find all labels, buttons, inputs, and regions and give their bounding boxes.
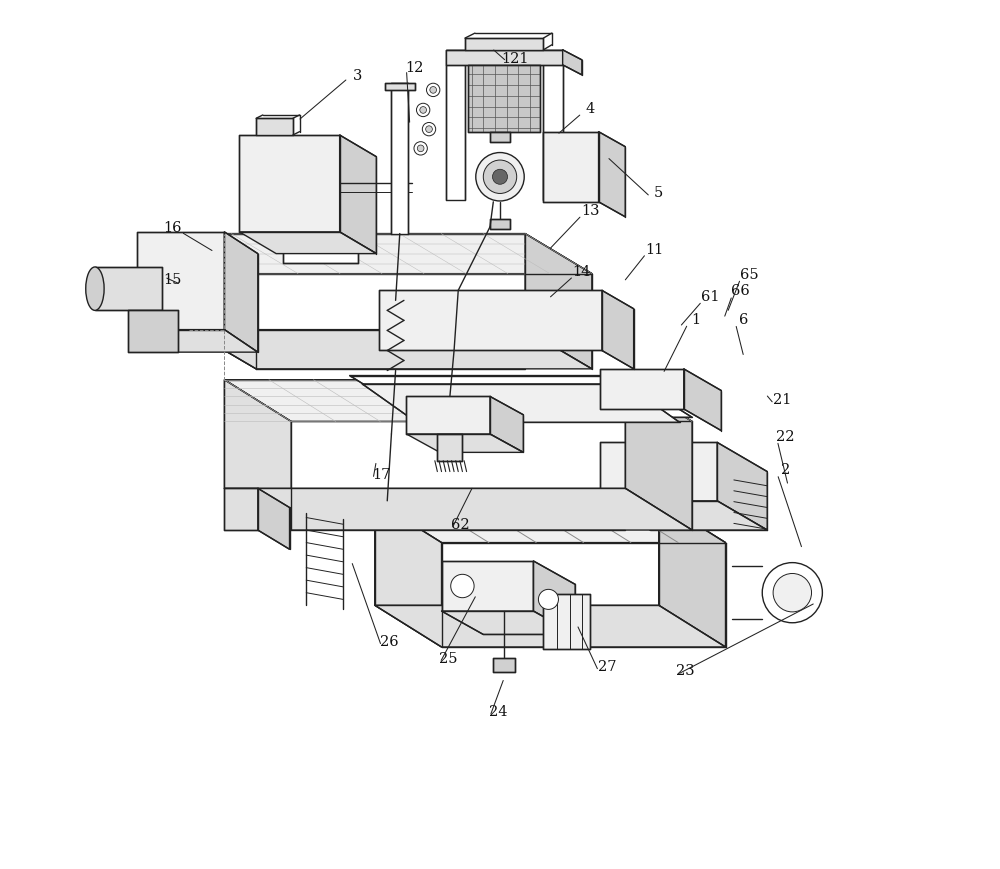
Polygon shape — [95, 268, 162, 311]
Polygon shape — [446, 50, 465, 201]
Polygon shape — [258, 488, 290, 549]
Text: 14: 14 — [573, 265, 591, 279]
Polygon shape — [239, 136, 340, 233]
Polygon shape — [563, 50, 582, 76]
Text: 22: 22 — [776, 429, 795, 443]
Ellipse shape — [773, 574, 812, 612]
Polygon shape — [256, 119, 293, 136]
Text: 3: 3 — [353, 69, 363, 83]
Polygon shape — [340, 136, 376, 255]
Text: 121: 121 — [501, 52, 529, 66]
Text: 26: 26 — [380, 634, 399, 648]
Polygon shape — [446, 50, 563, 66]
Polygon shape — [602, 291, 634, 369]
Text: 15: 15 — [163, 273, 182, 287]
Polygon shape — [465, 39, 543, 50]
Text: 24: 24 — [489, 705, 508, 719]
Polygon shape — [659, 501, 726, 647]
Polygon shape — [442, 612, 575, 634]
Polygon shape — [128, 311, 178, 353]
Polygon shape — [493, 658, 515, 673]
Polygon shape — [189, 330, 592, 369]
Polygon shape — [406, 434, 523, 453]
Polygon shape — [490, 132, 510, 143]
Text: 4: 4 — [586, 103, 595, 116]
Polygon shape — [224, 381, 291, 530]
Ellipse shape — [483, 161, 517, 195]
Polygon shape — [224, 488, 258, 530]
Polygon shape — [543, 132, 599, 202]
Circle shape — [417, 146, 424, 153]
Text: 16: 16 — [163, 221, 182, 235]
Polygon shape — [391, 84, 408, 235]
Circle shape — [451, 574, 474, 598]
Polygon shape — [189, 235, 592, 275]
Polygon shape — [224, 233, 258, 353]
Text: 6: 6 — [739, 312, 749, 327]
Polygon shape — [684, 369, 721, 431]
Polygon shape — [543, 50, 563, 201]
Text: 23: 23 — [676, 663, 695, 677]
Circle shape — [427, 84, 440, 97]
Ellipse shape — [476, 153, 524, 202]
Polygon shape — [600, 443, 717, 501]
Text: 27: 27 — [598, 660, 616, 673]
Polygon shape — [375, 501, 726, 543]
Circle shape — [414, 143, 427, 156]
Text: 1: 1 — [692, 312, 701, 327]
Text: 65: 65 — [740, 268, 758, 282]
Polygon shape — [468, 66, 540, 132]
Ellipse shape — [86, 268, 104, 311]
Polygon shape — [375, 606, 726, 647]
Polygon shape — [717, 443, 767, 530]
Text: 11: 11 — [645, 242, 664, 256]
Polygon shape — [437, 434, 462, 461]
Text: 12: 12 — [406, 61, 424, 75]
Circle shape — [426, 127, 432, 133]
Text: 5: 5 — [654, 186, 663, 200]
Polygon shape — [490, 219, 510, 230]
Polygon shape — [600, 501, 767, 530]
Text: 21: 21 — [773, 393, 791, 407]
Polygon shape — [189, 235, 256, 369]
Polygon shape — [385, 84, 415, 90]
Circle shape — [422, 123, 436, 136]
Polygon shape — [625, 381, 692, 530]
Polygon shape — [406, 397, 490, 434]
Polygon shape — [283, 242, 358, 263]
Circle shape — [538, 590, 558, 610]
Text: 62: 62 — [451, 518, 469, 532]
Polygon shape — [224, 488, 692, 530]
Polygon shape — [375, 501, 442, 647]
Polygon shape — [442, 561, 533, 612]
Text: 25: 25 — [439, 651, 457, 665]
Polygon shape — [379, 291, 602, 351]
Circle shape — [416, 104, 430, 117]
Circle shape — [420, 108, 427, 114]
Polygon shape — [362, 384, 680, 423]
Polygon shape — [224, 381, 692, 422]
Polygon shape — [599, 132, 625, 217]
Polygon shape — [533, 561, 575, 634]
Polygon shape — [137, 330, 258, 353]
Ellipse shape — [762, 563, 822, 623]
Polygon shape — [490, 397, 523, 453]
Polygon shape — [600, 369, 684, 409]
Text: 66: 66 — [731, 284, 750, 298]
Text: 61: 61 — [701, 290, 720, 304]
Text: 17: 17 — [372, 468, 391, 481]
Polygon shape — [239, 233, 376, 255]
Text: 2: 2 — [781, 462, 790, 476]
Polygon shape — [350, 376, 692, 418]
Text: 13: 13 — [581, 204, 599, 218]
Polygon shape — [137, 233, 224, 330]
Circle shape — [430, 88, 437, 94]
Ellipse shape — [492, 170, 508, 185]
Polygon shape — [525, 235, 592, 369]
Polygon shape — [543, 594, 590, 650]
